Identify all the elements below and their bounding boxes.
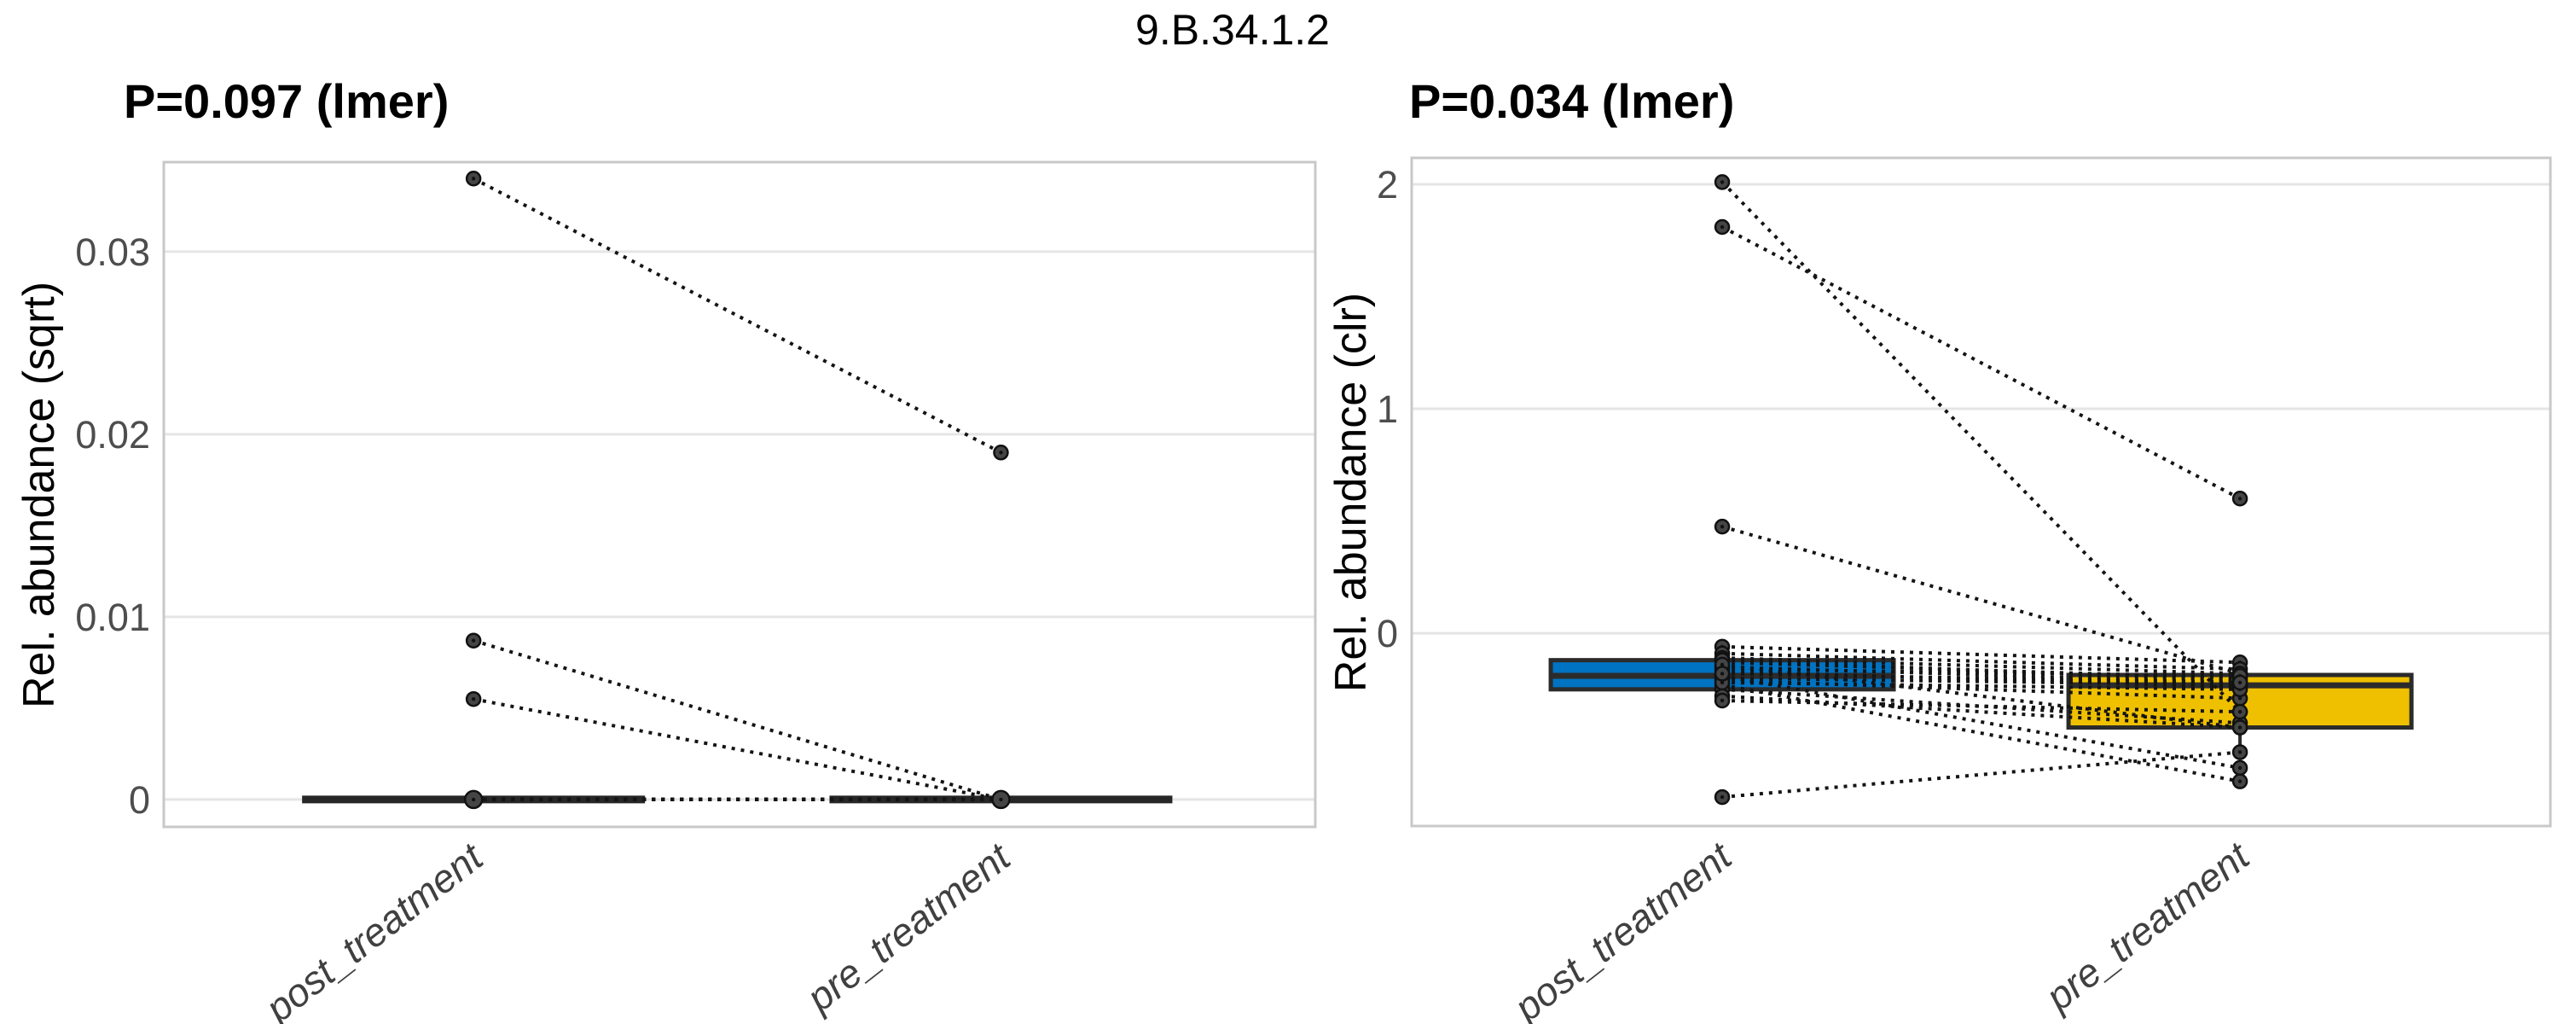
data-point-center [1720,224,1725,230]
data-point-center [2237,709,2242,714]
figure-title: 9.B.34.1.2 [1135,6,1330,54]
data-point-center [2237,680,2242,685]
pair-line [1722,672,2241,684]
pair-line [1721,750,2241,800]
data-point-center [1720,672,1725,676]
data-point-center [1720,524,1725,529]
pair-line [1721,651,2241,672]
data-point-center [2237,696,2242,701]
y-tick-label: 1 [1377,387,1398,431]
pair-line [1722,667,2241,678]
pair-line [1721,658,2241,683]
pair-line [1721,644,2241,665]
left-panel: 0 0.01 0.02 0.03 post_treatment pre_treatment [75,160,1317,1024]
x-category-label: pre_treatment [797,834,1019,1021]
data-point-center [1720,794,1725,800]
x-category-label: pre_treatment [2036,833,2259,1021]
right-panel: 0 1 2 post_treatment pre_treatment [1377,156,2552,1024]
pair-line [1722,676,2241,687]
data-point-center [2237,779,2242,783]
data-point-center [999,797,1003,802]
pair-line [473,697,1001,801]
y-tick-label: 0.02 [75,413,150,457]
left-panel-title: P=0.097 (lmer) [124,74,450,128]
right-y-axis-title: Rel. abundance (clr) [1326,292,1376,693]
x-category-label: post_treatment [1505,833,1741,1024]
data-point-center [999,451,1003,455]
data-point-center [1720,180,1725,184]
y-tick-label: 0.03 [75,230,150,274]
data-point-center [2237,765,2242,771]
data-point-center [471,797,476,802]
data-point-center [1720,680,1725,685]
data-point-center [471,638,476,643]
panel-border [162,160,1317,829]
pair-line [1721,525,2241,676]
pair-line [473,638,1002,801]
y-tick-label: 2 [1377,163,1398,207]
pair-line [1722,680,2241,691]
left-y-axis-title: Rel. abundance (sqrt) [15,281,64,709]
pair-line [1721,656,2241,676]
data-point-center [471,177,476,181]
data-point-center [1720,698,1725,703]
data-point-center [2237,725,2242,730]
right-panel-title: P=0.034 (lmer) [1409,74,1735,128]
data-point-center [2237,750,2242,754]
y-tick-label: 0 [1377,612,1398,655]
pair-line [473,177,1002,455]
pair-line [1722,698,2241,714]
y-tick-label: 0 [129,778,150,822]
panel-border [1410,156,2552,828]
pair-line [1721,674,2241,770]
y-tick-label: 0.01 [75,596,150,639]
data-point-center [471,696,476,701]
data-point-center [2237,497,2242,501]
x-category-label: post_treatment [256,834,492,1024]
data-point-center [1720,662,1725,667]
pair-line [1721,225,2242,501]
